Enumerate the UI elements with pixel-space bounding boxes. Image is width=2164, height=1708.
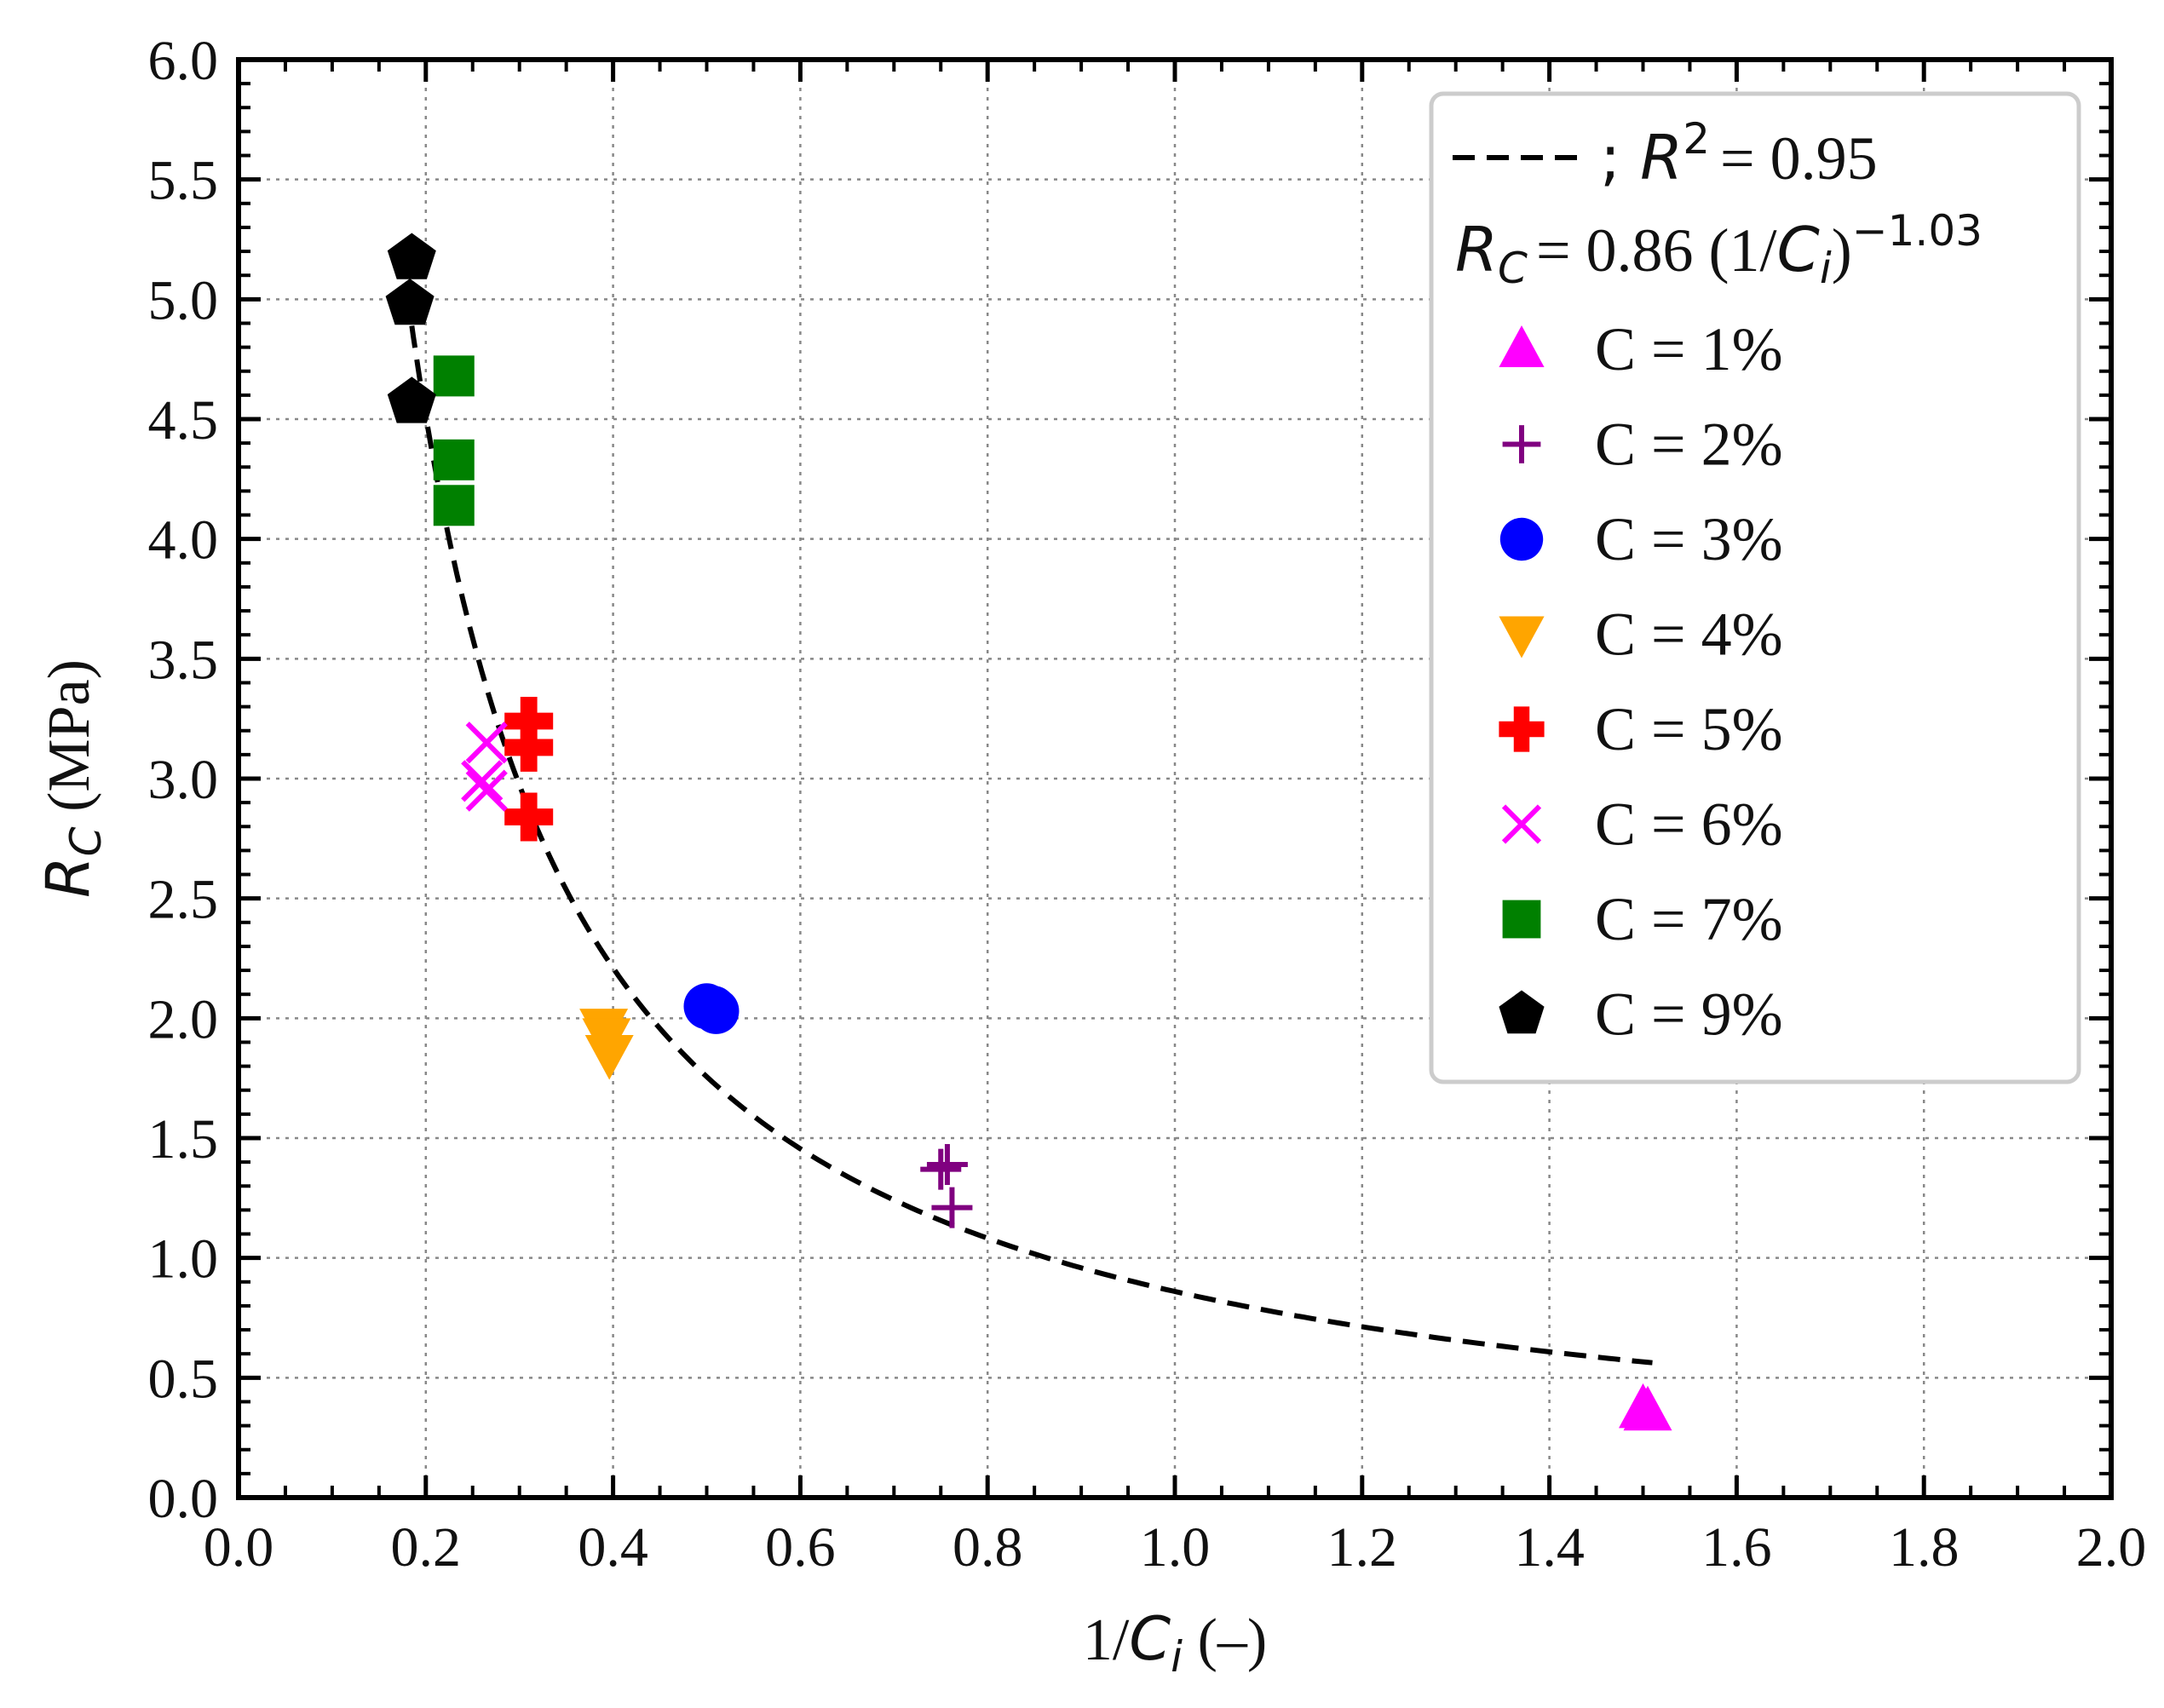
- legend-r2-semicolon: ;: [1600, 122, 1640, 193]
- data-point: [433, 485, 475, 526]
- legend-label: C = 7%: [1595, 885, 1783, 953]
- grid: [239, 60, 2111, 1498]
- data-point: [433, 439, 475, 480]
- y-tick-label: 5.5: [148, 150, 219, 212]
- x-tick-label: 0.4: [578, 1516, 648, 1579]
- x-tick-label: 0.8: [953, 1516, 1023, 1579]
- data-point: [465, 722, 508, 764]
- fit-curve-layer: [404, 291, 1653, 1366]
- data-point: [465, 769, 508, 812]
- data-point: [504, 792, 554, 842]
- legend-marker: [1501, 804, 1542, 844]
- data-point: [926, 1143, 968, 1185]
- legend-marker: [1499, 990, 1545, 1034]
- y-tick-label: 4.5: [148, 389, 219, 451]
- data-point: [693, 987, 740, 1034]
- x-tick-label: 1.6: [1701, 1516, 1772, 1579]
- legend-r2-power: 2: [1683, 114, 1710, 164]
- legend-marker: [1502, 425, 1541, 463]
- tick-labels: 0.0 0.2 0.4 0.6 0.8 1.0 1.2 1.4 1.6 1.8 2.0 0.0 0.5 1…: [148, 30, 2147, 1579]
- data-point: [504, 722, 554, 772]
- legend-eq-r-sub: C: [1498, 244, 1528, 293]
- data-point: [1623, 1385, 1672, 1431]
- x-tick-label: 0.0: [204, 1516, 274, 1579]
- legend-label: C = 3%: [1595, 505, 1783, 573]
- x-tick-label: 1.0: [1140, 1516, 1211, 1579]
- x-tick-label: 1.8: [1889, 1516, 1960, 1579]
- data-point: [387, 233, 436, 279]
- legend-eq-paren: ): [1832, 216, 1852, 285]
- y-tick-label: 1.0: [148, 1228, 219, 1291]
- y-tick-label: 4.0: [148, 509, 219, 572]
- y-tick-label: 6.0: [148, 30, 219, 92]
- data-point: [385, 279, 435, 325]
- data-point: [931, 1187, 973, 1228]
- fit-curve: [404, 291, 1653, 1366]
- data-point: [920, 1148, 962, 1190]
- legend-marker: [1502, 900, 1541, 939]
- legend-label: C = 5%: [1595, 695, 1783, 763]
- y-tick-label: 5.0: [148, 269, 219, 331]
- legend-marker: [1499, 706, 1545, 752]
- legend-marker: [1499, 616, 1545, 658]
- legend-items: C = 1% C = 2% C = 3% C = 4% C = 5% C = 6% C = …: [1499, 315, 1783, 1049]
- x-tick-label: 0.2: [391, 1516, 462, 1579]
- y-tick-label: 2.0: [148, 988, 219, 1050]
- legend-label: C = 6%: [1595, 791, 1783, 859]
- legend-r2-symbol: R: [1640, 122, 1683, 193]
- data-point: [461, 760, 504, 802]
- data-points: [385, 233, 1672, 1431]
- y-tick-label: 1.5: [148, 1108, 219, 1170]
- x-tick-label: 2.0: [2076, 1516, 2147, 1579]
- y-axis-label: RC (MPa): [33, 659, 111, 898]
- y-tick-label: 3.5: [148, 629, 219, 691]
- legend-label: C = 4%: [1595, 601, 1783, 669]
- data-point: [387, 377, 436, 423]
- data-point: [584, 1035, 634, 1080]
- legend-box: [1429, 91, 2081, 1084]
- legend-label: C = 2%: [1595, 411, 1783, 479]
- y-tick-label: 3.0: [148, 749, 219, 811]
- legend: ; R2 = 0.95 RC = 0.86 (1/Ci)−1.03 C = 1%C …: [1429, 91, 2081, 1084]
- x-tick-label: 1.4: [1514, 1516, 1585, 1579]
- y-tick-label: 2.5: [148, 869, 219, 931]
- legend-eq-c-symbol: C: [1777, 214, 1821, 285]
- y-tick-label: 0.5: [148, 1348, 219, 1410]
- legend-fit-r2: ; R2 = 0.95: [1600, 114, 1878, 193]
- data-point: [504, 696, 554, 745]
- x-axis-label: 1/Ci (–): [1083, 1604, 1267, 1682]
- legend-eq-r-symbol: R: [1455, 214, 1498, 285]
- legend-fit-equation: RC = 0.86 (1/Ci)−1.03: [1455, 206, 1983, 293]
- legend-eq-c-sub: i: [1820, 244, 1832, 293]
- legend-label: C = 1%: [1595, 315, 1783, 383]
- legend-marker: [1499, 325, 1545, 367]
- y-tick-label: 0.0: [148, 1468, 219, 1530]
- legend-marker: [1499, 517, 1544, 561]
- legend-label: C = 9%: [1595, 981, 1783, 1049]
- axis-ticks: [236, 57, 2114, 1500]
- x-tick-label: 0.6: [765, 1516, 836, 1579]
- data-point: [433, 355, 475, 397]
- x-tick-label: 1.2: [1327, 1516, 1398, 1579]
